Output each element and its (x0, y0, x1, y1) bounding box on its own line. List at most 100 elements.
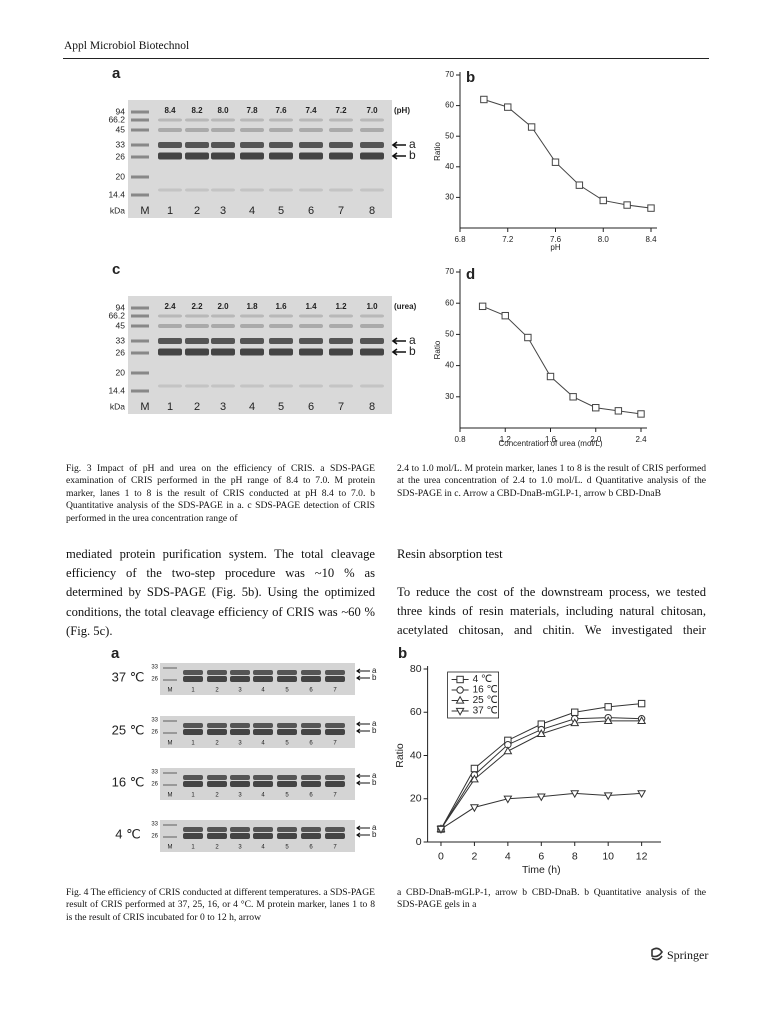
protein-band (299, 314, 323, 318)
marker-band (163, 667, 177, 669)
y-axis-label: Ratio (433, 340, 442, 359)
condition-label: 7.2 (335, 106, 347, 115)
data-point (637, 790, 647, 799)
marker-size: 26 (151, 834, 158, 840)
data-point (637, 699, 646, 708)
protein-band (183, 670, 203, 675)
marker-band (131, 339, 149, 343)
protein-band (240, 128, 264, 132)
protein-band (230, 833, 250, 839)
y-tick-label: 80 (410, 663, 422, 675)
data-point (503, 746, 513, 755)
x-tick-label: 6.8 (454, 235, 466, 244)
lane-label: 3 (220, 401, 226, 413)
lane-label: 2 (215, 688, 219, 694)
legend-box (447, 671, 500, 719)
series-line (483, 99, 652, 209)
data-point (436, 825, 446, 834)
x-tick-label: 10 (602, 850, 614, 862)
protein-band (230, 729, 250, 735)
temperature-label: 25 ℃ (112, 722, 145, 737)
protein-band (253, 775, 273, 780)
protein-band (230, 670, 250, 675)
lane-label: 6 (309, 845, 313, 851)
legend-label: 25 ℃ (473, 695, 498, 706)
lane-label: 8 (369, 401, 375, 413)
y-axis-label: Ratio (433, 142, 442, 161)
protein-band (158, 128, 182, 132)
x-tick-label: 8 (572, 850, 578, 862)
protein-band (207, 670, 227, 675)
protein-band (299, 142, 323, 148)
legend-label: 37 ℃ (473, 706, 498, 717)
protein-band (158, 324, 182, 328)
marker-size: 33 (151, 665, 158, 671)
data-point (536, 729, 546, 737)
data-point (504, 103, 512, 111)
marker-band (163, 732, 177, 734)
protein-band (277, 827, 297, 832)
protein-band (277, 676, 297, 682)
protein-band (211, 128, 235, 132)
fig4-caption-left: Fig. 4 The efficiency of CRIS conducted … (66, 887, 375, 923)
protein-band (360, 188, 384, 192)
lane-label: 4 (261, 793, 265, 799)
data-point (575, 181, 584, 189)
protein-band (299, 324, 323, 328)
protein-band (207, 723, 227, 728)
marker-band (131, 371, 149, 375)
marker-unit: kDa (110, 205, 125, 215)
protein-band (158, 384, 182, 388)
marker-band (131, 351, 149, 355)
lane-label: M (168, 845, 173, 851)
protein-band (325, 833, 345, 839)
arrow (356, 832, 370, 838)
data-point (469, 804, 479, 813)
data-point (503, 795, 513, 804)
protein-band (360, 324, 384, 328)
x-tick-label: 6 (538, 850, 544, 862)
y-axis-label: Ratio (394, 743, 406, 768)
protein-band (207, 676, 227, 682)
lane-label: 3 (238, 688, 242, 694)
condition-label: 2.0 (217, 302, 229, 311)
data-point (501, 311, 509, 320)
fig3-caption-right: 2.4 to 1.0 mol/L. M protein marker, lane… (397, 463, 706, 499)
protein-band (158, 348, 182, 356)
marker-band (131, 193, 149, 197)
arrow-label: a (372, 719, 377, 728)
protein-band (301, 827, 321, 832)
condition-label: 8.2 (191, 106, 203, 115)
protein-band (299, 384, 323, 388)
condition-unit: (urea) (394, 302, 417, 311)
marker-band (163, 772, 177, 774)
protein-band (230, 723, 250, 728)
lane-label: 1 (191, 793, 195, 799)
y-tick-label: 60 (410, 706, 422, 718)
protein-band (185, 314, 209, 318)
protein-band (299, 128, 323, 132)
protein-band (185, 128, 209, 132)
protein-band (360, 314, 384, 318)
journal-header: Appl Microbiol Biotechnol (64, 40, 190, 52)
protein-band (325, 775, 345, 780)
y-tick-label: 50 (445, 330, 454, 339)
condition-label: 2.2 (191, 302, 203, 311)
x-tick-label: 2 (471, 850, 477, 862)
marker-size: 26 (116, 347, 126, 357)
fig4-caption-right: a CBD-DnaB-mGLP-1, arrow b CBD-DnaB. b Q… (397, 887, 706, 911)
protein-band (253, 827, 273, 832)
lane-label: 3 (238, 845, 242, 851)
y-tick-label: 50 (445, 131, 454, 140)
protein-band (240, 188, 264, 192)
protein-band (158, 338, 182, 344)
marker-band (131, 110, 149, 114)
legend-marker (455, 707, 465, 716)
y-tick-label: 60 (445, 298, 454, 307)
data-point (647, 204, 655, 212)
arrow-label: a (372, 823, 377, 832)
lane-label: M (168, 741, 173, 747)
marker-band (131, 324, 149, 328)
protein-band (360, 348, 384, 356)
